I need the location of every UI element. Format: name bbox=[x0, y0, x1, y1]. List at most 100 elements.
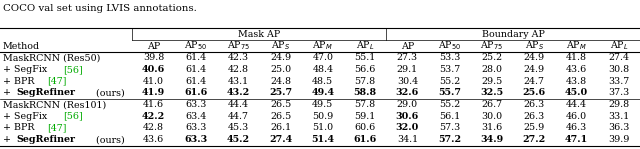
Text: 39.8: 39.8 bbox=[143, 53, 164, 62]
Text: 50.9: 50.9 bbox=[312, 112, 333, 121]
Text: 44.7: 44.7 bbox=[228, 112, 249, 121]
Text: 61.4: 61.4 bbox=[186, 53, 207, 62]
Text: 26.3: 26.3 bbox=[524, 112, 545, 121]
Text: 58.8: 58.8 bbox=[353, 88, 377, 97]
Text: 25.6: 25.6 bbox=[523, 88, 546, 97]
Text: [56]: [56] bbox=[63, 112, 83, 121]
Text: [47]: [47] bbox=[47, 77, 67, 86]
Text: 63.4: 63.4 bbox=[186, 112, 207, 121]
Text: 55.2: 55.2 bbox=[439, 77, 460, 86]
Text: 56.1: 56.1 bbox=[439, 112, 460, 121]
Text: 26.5: 26.5 bbox=[270, 100, 291, 109]
Text: 59.1: 59.1 bbox=[355, 112, 376, 121]
Text: 29.0: 29.0 bbox=[397, 100, 418, 109]
Text: AP$_{50}$: AP$_{50}$ bbox=[184, 40, 207, 52]
Text: 45.2: 45.2 bbox=[227, 135, 250, 144]
Text: +: + bbox=[3, 135, 13, 144]
Text: 27.4: 27.4 bbox=[269, 135, 292, 144]
Text: 44.4: 44.4 bbox=[566, 100, 587, 109]
Text: 48.5: 48.5 bbox=[312, 77, 333, 86]
Text: 31.6: 31.6 bbox=[481, 124, 502, 132]
Text: 57.2: 57.2 bbox=[438, 135, 461, 144]
Text: 29.8: 29.8 bbox=[608, 100, 629, 109]
Text: AP$_{L}$: AP$_{L}$ bbox=[356, 40, 374, 52]
Text: 43.6: 43.6 bbox=[143, 135, 164, 144]
Text: AP$_{M}$: AP$_{M}$ bbox=[312, 40, 333, 52]
Text: 24.9: 24.9 bbox=[270, 53, 291, 62]
Text: 34.9: 34.9 bbox=[481, 135, 504, 144]
Text: 26.7: 26.7 bbox=[481, 100, 502, 109]
Text: 51.0: 51.0 bbox=[312, 124, 333, 132]
Text: 28.0: 28.0 bbox=[481, 65, 502, 74]
Text: 43.8: 43.8 bbox=[566, 77, 587, 86]
Text: 63.3: 63.3 bbox=[185, 124, 207, 132]
Text: 41.8: 41.8 bbox=[566, 53, 587, 62]
Text: MaskRCNN (Res101): MaskRCNN (Res101) bbox=[3, 100, 106, 109]
Text: 45.0: 45.0 bbox=[565, 88, 588, 97]
Text: AP: AP bbox=[401, 42, 414, 51]
Text: 26.5: 26.5 bbox=[270, 112, 291, 121]
Text: + BPR: + BPR bbox=[3, 77, 37, 86]
Text: 53.7: 53.7 bbox=[439, 65, 460, 74]
Text: 49.4: 49.4 bbox=[311, 88, 334, 97]
Text: (ours): (ours) bbox=[93, 135, 125, 144]
Text: 57.8: 57.8 bbox=[355, 77, 376, 86]
Text: 25.9: 25.9 bbox=[524, 124, 545, 132]
Text: AP: AP bbox=[147, 42, 160, 51]
Text: 39.9: 39.9 bbox=[608, 135, 630, 144]
Text: Method: Method bbox=[3, 42, 40, 51]
Text: 30.6: 30.6 bbox=[396, 112, 419, 121]
Text: 57.8: 57.8 bbox=[355, 100, 376, 109]
Text: 30.0: 30.0 bbox=[481, 112, 502, 121]
Text: 27.3: 27.3 bbox=[397, 53, 418, 62]
Text: 47.1: 47.1 bbox=[565, 135, 588, 144]
Text: 37.3: 37.3 bbox=[608, 88, 630, 97]
Text: AP$_{M}$: AP$_{M}$ bbox=[566, 40, 587, 52]
Text: 41.6: 41.6 bbox=[143, 100, 164, 109]
Text: 48.4: 48.4 bbox=[312, 65, 333, 74]
Text: 27.2: 27.2 bbox=[523, 135, 546, 144]
Text: 56.6: 56.6 bbox=[355, 65, 376, 74]
Text: 45.3: 45.3 bbox=[228, 124, 249, 132]
Text: AP$_{L}$: AP$_{L}$ bbox=[609, 40, 628, 52]
Text: SegRefiner: SegRefiner bbox=[17, 88, 76, 97]
Text: Mask AP: Mask AP bbox=[238, 30, 280, 39]
Text: 49.5: 49.5 bbox=[312, 100, 333, 109]
Text: AP$_{S}$: AP$_{S}$ bbox=[271, 40, 290, 52]
Text: 30.4: 30.4 bbox=[397, 77, 418, 86]
Text: 42.2: 42.2 bbox=[142, 112, 165, 121]
Text: 61.4: 61.4 bbox=[186, 77, 207, 86]
Text: 47.0: 47.0 bbox=[312, 53, 333, 62]
Text: AP$_{S}$: AP$_{S}$ bbox=[525, 40, 544, 52]
Text: 41.0: 41.0 bbox=[143, 77, 164, 86]
Text: 61.6: 61.6 bbox=[353, 135, 377, 144]
Text: 25.0: 25.0 bbox=[270, 65, 291, 74]
Text: + BPR: + BPR bbox=[3, 124, 37, 132]
Text: 44.4: 44.4 bbox=[228, 100, 249, 109]
Text: 46.0: 46.0 bbox=[566, 112, 587, 121]
Text: 63.3: 63.3 bbox=[184, 135, 207, 144]
Text: COCO val set using LVIS annotations.: COCO val set using LVIS annotations. bbox=[3, 4, 197, 13]
Text: +: + bbox=[3, 88, 13, 97]
Text: [47]: [47] bbox=[47, 124, 67, 132]
Text: 34.1: 34.1 bbox=[397, 135, 418, 144]
Text: 24.8: 24.8 bbox=[270, 77, 291, 86]
Text: 30.8: 30.8 bbox=[608, 65, 629, 74]
Text: 53.3: 53.3 bbox=[439, 53, 460, 62]
Text: 33.7: 33.7 bbox=[608, 77, 630, 86]
Text: 61.4: 61.4 bbox=[186, 65, 207, 74]
Text: 42.8: 42.8 bbox=[228, 65, 249, 74]
Text: 26.1: 26.1 bbox=[270, 124, 291, 132]
Text: 42.3: 42.3 bbox=[228, 53, 249, 62]
Text: 55.1: 55.1 bbox=[355, 53, 376, 62]
Text: 25.7: 25.7 bbox=[269, 88, 292, 97]
Text: 26.3: 26.3 bbox=[524, 100, 545, 109]
Text: 46.3: 46.3 bbox=[566, 124, 587, 132]
Text: 36.3: 36.3 bbox=[608, 124, 630, 132]
Text: 55.2: 55.2 bbox=[439, 100, 460, 109]
Text: 29.1: 29.1 bbox=[397, 65, 418, 74]
Text: (ours): (ours) bbox=[93, 88, 125, 97]
Text: 29.5: 29.5 bbox=[481, 77, 502, 86]
Text: 43.1: 43.1 bbox=[228, 77, 249, 86]
Text: 41.9: 41.9 bbox=[142, 88, 165, 97]
